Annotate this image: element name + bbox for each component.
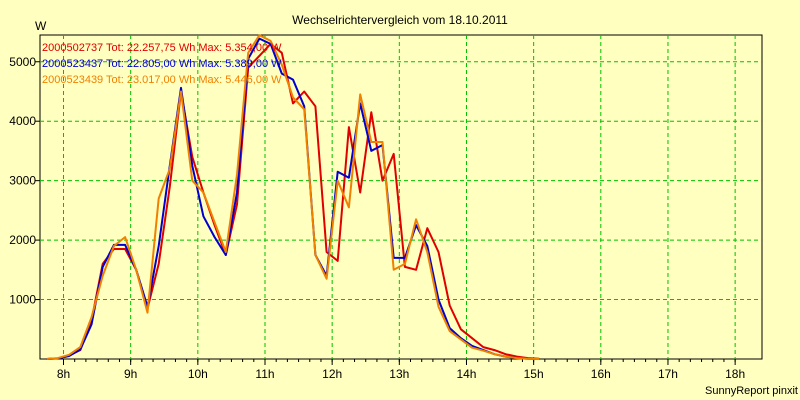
x-tick-label: 8h xyxy=(57,367,70,381)
x-tick-label: 14h xyxy=(456,367,476,381)
y-tick-label: 2000 xyxy=(9,233,36,247)
x-tick-label: 18h xyxy=(725,367,745,381)
x-tick-label: 10h xyxy=(188,367,208,381)
y-tick-label: 5000 xyxy=(9,55,36,69)
x-tick-label: 16h xyxy=(591,367,611,381)
series-line-3 xyxy=(46,34,540,360)
x-tick-label: 12h xyxy=(322,367,342,381)
x-tick-label: 15h xyxy=(524,367,544,381)
x-tick-label: 13h xyxy=(389,367,409,381)
legend-entry-1: 2000502737 Tot: 22.257,75 Wh Max: 5.354,… xyxy=(42,42,282,54)
plot-area xyxy=(39,34,763,360)
footer-credit: SunnyReport pinxit xyxy=(705,385,798,397)
chart-title: Wechselrichtervergleich vom 18.10.2011 xyxy=(292,13,508,27)
x-tick-label: 17h xyxy=(658,367,678,381)
y-axis-unit: W xyxy=(35,19,47,33)
x-tick-label: 9h xyxy=(124,367,137,381)
y-tick-label: 1000 xyxy=(9,293,36,307)
series-line-1 xyxy=(46,42,540,360)
series-lines xyxy=(46,34,540,360)
legend: 2000502737 Tot: 22.257,75 Wh Max: 5.354,… xyxy=(42,42,282,86)
legend-entry-2: 2000523437 Tot: 22.805,00 Wh Max: 5.389,… xyxy=(42,58,282,70)
y-tick-label: 4000 xyxy=(9,114,36,128)
legend-entry-3: 2000523439 Tot: 23.017,00 Wh Max: 5.446,… xyxy=(42,74,282,86)
x-tick-label: 11h xyxy=(255,367,274,381)
series-line-2 xyxy=(46,37,540,360)
y-tick-label: 3000 xyxy=(9,174,36,188)
axis-ticks: 8h 9h 10h 11h 12h 13h 14h 15h 16h 17h 18h 1000 2000 3… xyxy=(9,55,745,381)
